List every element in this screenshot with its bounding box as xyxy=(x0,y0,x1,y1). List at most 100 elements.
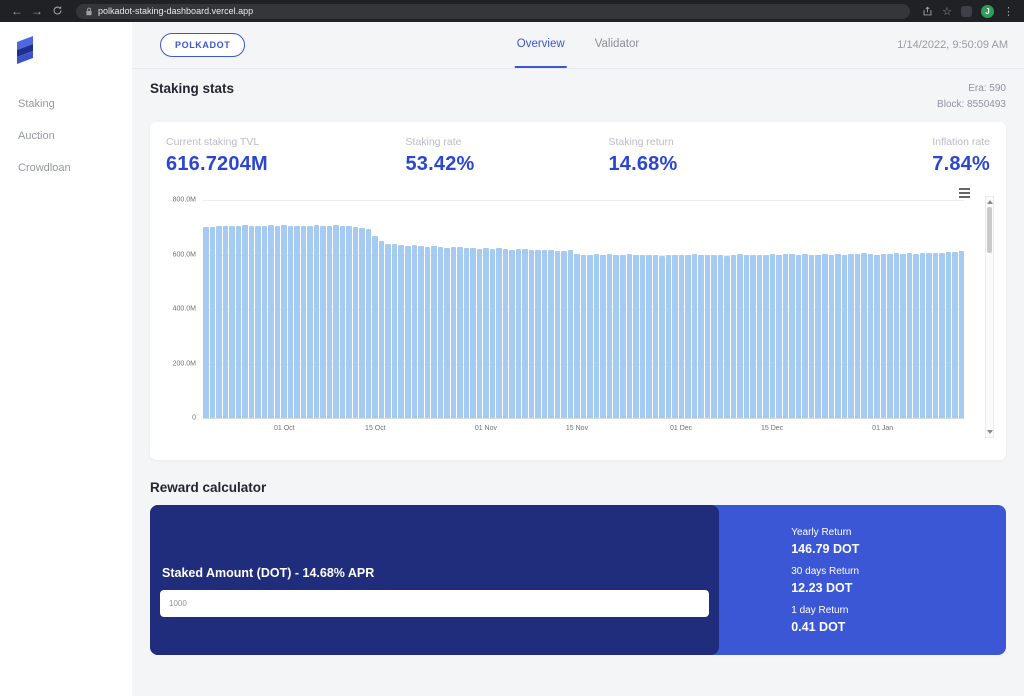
reload-button[interactable] xyxy=(48,5,66,18)
content: Staking stats Era: 590 Block: 8550493 Cu… xyxy=(132,69,1024,696)
chart-bar xyxy=(248,225,255,418)
chart-bar xyxy=(828,254,835,418)
staked-amount-input[interactable] xyxy=(160,589,710,617)
chart-bar xyxy=(593,254,600,418)
stat-value: 14.68% xyxy=(608,153,678,175)
chart-bar xyxy=(548,250,554,418)
y-axis-tick: 200.0M xyxy=(172,360,196,367)
chart-bar xyxy=(541,249,548,418)
sidebar-item-auction[interactable]: Auction xyxy=(18,130,55,142)
monthly-return: 30 days Return 12.23 DOT xyxy=(791,566,1006,595)
stat-current-tvl: Current staking TVL 616.7204M xyxy=(166,136,405,176)
stats-row: Current staking TVL 616.7204M Staking ra… xyxy=(166,136,990,176)
extension-icon[interactable] xyxy=(961,5,972,17)
chart-bar xyxy=(711,254,717,418)
chart-bar xyxy=(385,244,391,418)
network-button[interactable]: POLKADOT xyxy=(160,33,246,57)
chart-bar xyxy=(926,253,932,418)
back-button[interactable]: ← xyxy=(11,4,23,18)
return-label: Yearly Return xyxy=(791,526,852,538)
chart-bar xyxy=(737,254,743,418)
chart-bar xyxy=(743,255,750,418)
chart-bar xyxy=(730,254,737,418)
chart-bar xyxy=(450,246,457,418)
chart-bar xyxy=(333,225,339,418)
chart-bar xyxy=(795,254,802,418)
scrollbar-down-icon[interactable] xyxy=(986,430,993,434)
stat-value: 7.84% xyxy=(932,153,990,175)
chart-bar xyxy=(626,254,633,418)
reward-calculator-card: Staked Amount (DOT) - 14.68% APR Yearly … xyxy=(150,505,1006,655)
chart-bar xyxy=(913,253,919,418)
stat-value: 616.7204M xyxy=(166,153,268,175)
scrollbar-thumb[interactable] xyxy=(987,207,992,253)
chart-bar xyxy=(274,225,281,418)
stat-value: 53.42% xyxy=(405,153,475,175)
chart-bar xyxy=(685,255,691,418)
chart-bar xyxy=(880,253,887,418)
block-label: Block: 8550493 xyxy=(937,98,1006,110)
chart-bar xyxy=(821,254,828,418)
chart-bar xyxy=(444,247,450,418)
scrollbar-up-icon[interactable] xyxy=(986,200,993,204)
tab-validator[interactable]: Validator xyxy=(594,38,640,50)
chart-bar xyxy=(300,226,307,418)
chart-bar xyxy=(587,255,593,418)
x-axis-tick: 15 Nov xyxy=(565,425,589,432)
forward-button[interactable]: → xyxy=(31,4,43,18)
chart-bar xyxy=(646,254,652,418)
chart-bar xyxy=(287,226,294,418)
chart-bar xyxy=(431,245,437,418)
x-axis-tick: 01 Oct xyxy=(273,425,295,432)
chart-menu-icon[interactable] xyxy=(957,186,972,200)
chart-bar xyxy=(509,249,515,418)
chart-bar xyxy=(782,253,789,418)
x-axis-tick: 01 Nov xyxy=(474,425,498,432)
chart-bar xyxy=(404,245,411,418)
chart-bar xyxy=(294,225,300,418)
return-label: 30 days Return xyxy=(791,565,860,577)
chart-bar xyxy=(352,227,359,418)
topbar: POLKADOT Overview Validator 1/14/2022, 9… xyxy=(132,22,1024,69)
return-label: 1 day Return xyxy=(791,604,849,616)
chart-bar xyxy=(496,248,502,418)
main-content: POLKADOT Overview Validator 1/14/2022, 9… xyxy=(132,22,1024,696)
chart-bar xyxy=(554,250,561,418)
browser-menu-icon[interactable]: ⋮ xyxy=(1003,5,1014,18)
stat-label: Inflation rate xyxy=(932,136,990,148)
tab-overview[interactable]: Overview xyxy=(514,22,567,68)
chart-bar xyxy=(835,253,841,418)
chart-bar xyxy=(580,254,587,418)
chart-bar xyxy=(939,253,945,418)
chart-bar xyxy=(411,244,418,418)
chart-bar xyxy=(222,226,229,418)
share-icon[interactable] xyxy=(922,6,933,17)
era-block-info: Era: 590 Block: 8550493 xyxy=(937,81,1006,112)
sidebar-item-staking[interactable]: Staking xyxy=(18,98,55,110)
chart-bar xyxy=(659,255,665,418)
url-bar[interactable]: polkadot-staking-dashboard.vercel.app xyxy=(76,3,910,19)
chart-bar xyxy=(339,225,346,418)
return-value: 0.41 DOT xyxy=(791,619,846,634)
chart-bar xyxy=(470,247,476,418)
chart-bar xyxy=(424,246,431,418)
chart-bar xyxy=(750,254,756,418)
stat-staking-rate: Staking rate 53.42% xyxy=(405,136,608,176)
timestamp: 1/14/2022, 9:50:09 AM xyxy=(897,39,1008,51)
chart-bar xyxy=(776,254,782,418)
chart-bar xyxy=(874,254,880,418)
staking-stats-title: Staking stats xyxy=(150,81,235,96)
x-axis-tick: 15 Oct xyxy=(365,425,386,432)
profile-avatar[interactable]: J xyxy=(981,4,994,18)
stat-label: Staking return xyxy=(608,136,674,148)
reward-results-panel: Yearly Return 146.79 DOT 30 days Return … xyxy=(719,505,1006,655)
y-axis-tick: 800.0M xyxy=(172,196,196,204)
chart-bar xyxy=(887,254,893,418)
gridline xyxy=(203,418,964,419)
sidebar-item-crowdloan[interactable]: Crowdloan xyxy=(18,162,71,174)
bookmark-star-icon[interactable]: ☆ xyxy=(942,5,952,18)
chart-scrollbar[interactable] xyxy=(985,196,994,438)
y-axis-tick: 600.0M xyxy=(172,251,196,258)
y-axis-tick: 400.0M xyxy=(172,305,196,313)
chart-bar xyxy=(600,254,606,418)
